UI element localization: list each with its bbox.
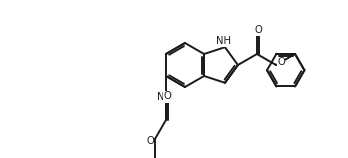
Text: NH: NH	[216, 36, 231, 46]
Text: O: O	[254, 25, 262, 35]
Text: O: O	[146, 136, 154, 146]
Text: O: O	[277, 57, 285, 67]
Text: NH: NH	[157, 92, 173, 102]
Text: O: O	[163, 91, 171, 101]
